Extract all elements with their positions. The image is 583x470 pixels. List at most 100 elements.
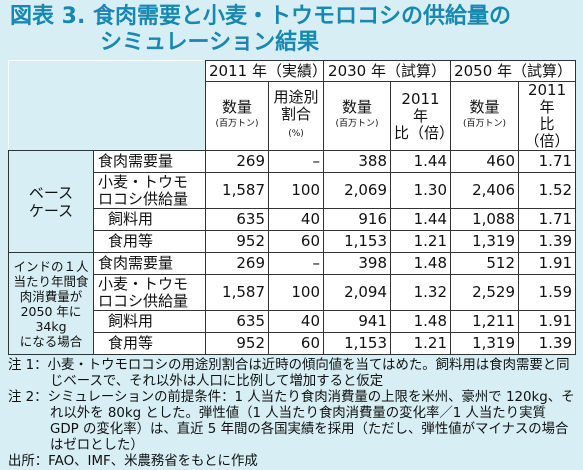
column-header: 数量 (百万トン)	[205, 81, 269, 151]
cell: 1.91	[518, 310, 577, 333]
data-row: ベース ケース 食肉需要量 269–388 1.44 460 1.71	[8, 150, 577, 253]
cell: 388	[323, 150, 392, 173]
note: 注 2：シミュレーションの前提条件：1 人当たり食肉消費量の上限を米州、豪州で …	[8, 390, 575, 453]
column-header: 2011 年比（倍）	[390, 81, 454, 151]
title-line: シミュレーション結果	[100, 30, 320, 55]
cell: 1,153	[323, 230, 392, 253]
header-line: 数量	[342, 98, 373, 116]
group-label: ベース ケース	[8, 150, 94, 253]
header-line: 割合 (%)	[281, 105, 312, 140]
cell: 269	[205, 252, 269, 275]
cell: 1.71	[518, 208, 577, 231]
group-label-line: 2050 年に 34kg	[20, 303, 82, 334]
row-label: 食用等	[93, 230, 206, 253]
title: 図表 3. 食肉需要と小麦・トウモロコシの供給量の シミュレーション結果	[10, 4, 575, 60]
header-unit: (百万トン)	[335, 119, 379, 129]
header-line: 数量	[469, 98, 500, 116]
note: 注 1：小麦・トウモロコシの用途別割合は近時の傾向値を当てはめた。飼料用は食肉需…	[8, 358, 570, 389]
cell: 1,319	[450, 230, 520, 253]
row-label: 食肉需要量	[93, 150, 206, 173]
cell: 269	[205, 150, 269, 173]
cell: 952	[205, 332, 269, 355]
column-header: 2011 年比（倍）	[518, 81, 577, 151]
row-label-line: 飼料用	[108, 312, 154, 330]
data-row: 飼料用 635 40 941 1.48 1,211 1.91	[9, 310, 577, 333]
row-label-line: 飼料用	[108, 210, 154, 228]
row-label-line: ロコシ供給量	[98, 291, 189, 310]
cell: 635	[205, 310, 269, 333]
data-row: インドの１人 当たり年間食 肉消費量が 2050 年に 34kg になる場合 食肉需要量 2…	[8, 252, 577, 355]
cell: 1,211	[450, 310, 520, 333]
column-header: 数量 (百万トン)	[323, 81, 392, 151]
header-line: 2011 年	[527, 81, 567, 116]
row-label-line: 小麦・トウモ	[98, 274, 189, 293]
cell: 1,587	[205, 274, 269, 311]
cell: 952	[205, 230, 269, 253]
header-row: 2011 年（実績） 2030 年（試算） 2050 年（試算）	[8, 60, 577, 151]
cell: 1.91	[518, 252, 577, 275]
year-header: 2050 年（試算）	[450, 60, 577, 82]
table: 2011 年（実績） 2030 年（試算） 2050 年（試算） 数量 (百万トン) 用途…	[8, 60, 577, 355]
header-line: 用途別	[273, 88, 319, 106]
row-label: 食用等	[93, 332, 206, 355]
header-line: 数量	[221, 98, 252, 116]
cell: 1.44	[390, 150, 452, 173]
note: 出所：FAO、IMF、米農務省をもとに作成	[8, 454, 258, 469]
cell: 1.30	[390, 172, 452, 209]
cell: 1.71	[518, 150, 577, 173]
row-label: 飼料用	[93, 208, 206, 231]
cell: 398	[323, 252, 392, 275]
row-label-line: 食肉需要量	[98, 152, 174, 170]
cell: 1.21	[390, 230, 452, 253]
cell: 2,069	[323, 172, 392, 209]
cell: 1.39	[518, 230, 577, 253]
data-row: 食用等 952 60 1,153 1.21 1,319 1.39	[9, 230, 577, 253]
group-label-line: ベース	[28, 183, 74, 202]
row-label-line: 食肉需要量	[98, 254, 174, 272]
column-header: 用途別 割合 (%)	[267, 81, 325, 151]
data-row: 飼料用 635 40 916 1.44 1,088 1.71	[9, 208, 577, 231]
cell: 1.44	[390, 208, 452, 231]
page: 図表 3. 食肉需要と小麦・トウモロコシの供給量の シミュレーション結果 201…	[8, 4, 577, 469]
year-header: 2011 年（実績）	[204, 60, 327, 82]
row-label-line: 食用等	[108, 232, 154, 250]
year-header: 2030 年（試算）	[323, 60, 452, 82]
cell: 1.32	[390, 274, 452, 311]
cell: 1,153	[323, 332, 392, 355]
data-row: 小麦・トウモ ロコシ供給量 1,587 100 2,094 1.32 2,529 1.59	[9, 274, 577, 311]
cell: 1.48	[390, 252, 452, 275]
row-label-line: ロコシ供給量	[98, 189, 189, 208]
cell: 512	[450, 252, 520, 275]
data-row: 小麦・トウモ ロコシ供給量 1,587 100 2,069 1.30 2,406 1.52	[9, 172, 577, 209]
cell: 1.52	[518, 172, 577, 209]
cell: 40	[267, 208, 325, 231]
cell: 100	[267, 274, 325, 311]
cell: 100	[267, 172, 325, 209]
group-label-line: インドの１人	[13, 258, 89, 274]
cell: –	[267, 252, 325, 275]
cell: 2,529	[450, 274, 520, 311]
cell: 941	[323, 310, 392, 333]
cell: 2,094	[323, 274, 392, 311]
group-label-line: ケース	[28, 201, 74, 220]
row-label: 飼料用	[93, 310, 206, 333]
cell: 40	[267, 310, 325, 333]
cell: 60	[267, 332, 325, 355]
cell: 1,319	[450, 332, 520, 355]
header-line: 2011 年	[401, 89, 440, 125]
group-label: インドの１人 当たり年間食 肉消費量が 2050 年に 34kg になる場合	[8, 252, 94, 355]
header-row: 数量 (百万トン) 用途別 割合 (%) 数量 (百万トン) 2011 年比（倍） 数量 (百万…	[9, 81, 577, 151]
row-label-line: 食用等	[108, 334, 154, 352]
cell: 1.59	[518, 274, 577, 311]
row-label-line: 小麦・トウモ	[98, 172, 189, 191]
cell: 1.39	[518, 332, 577, 355]
header-unit: (%)	[288, 129, 304, 139]
group-label-line: 肉消費量が	[19, 288, 83, 304]
header-unit: (百万トン)	[215, 119, 259, 129]
cell: 2,406	[450, 172, 520, 209]
cell: 635	[205, 208, 269, 231]
cell: 460	[450, 150, 520, 173]
row-label: 小麦・トウモ ロコシ供給量	[93, 172, 206, 209]
cell: 1.21	[390, 332, 452, 355]
cell: –	[267, 150, 325, 173]
